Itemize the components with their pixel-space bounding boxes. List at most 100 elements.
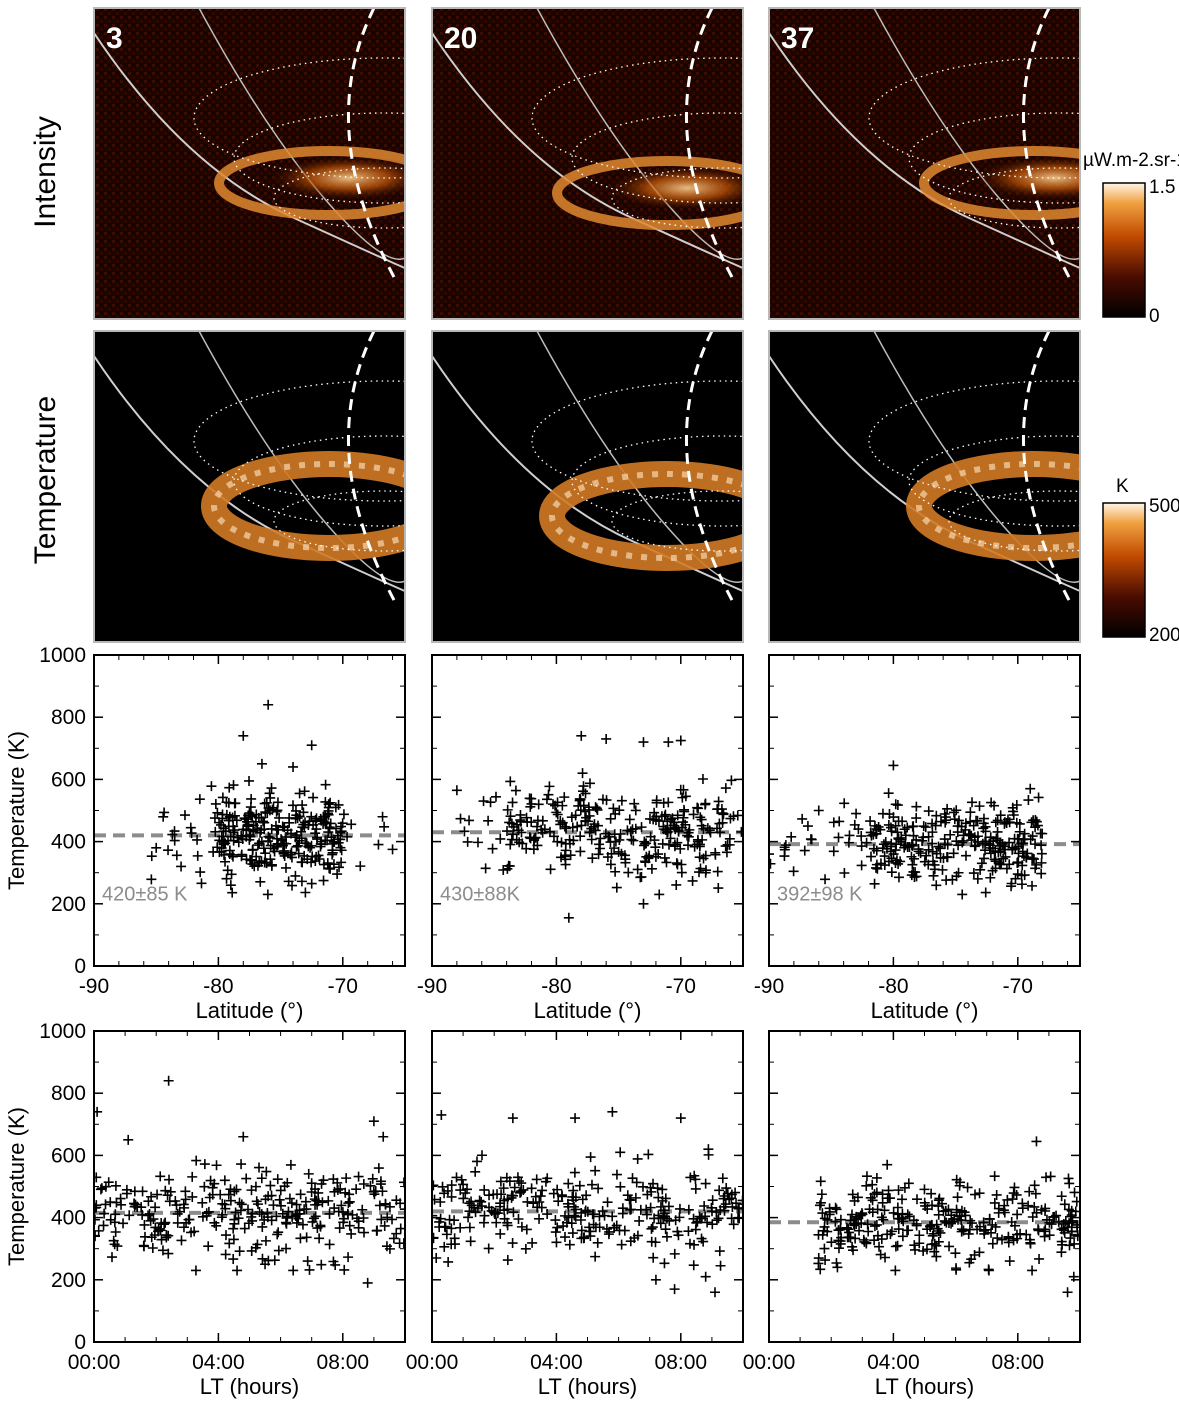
- data-point: [109, 1239, 120, 1250]
- data-point: [137, 1186, 148, 1197]
- data-point: [338, 809, 349, 820]
- data-point: [911, 801, 922, 812]
- data-point: [1003, 1233, 1014, 1244]
- data-point: [146, 851, 157, 862]
- data-point: [243, 819, 254, 830]
- data-point: [229, 1186, 240, 1197]
- data-point: [883, 819, 894, 830]
- data-point: [891, 855, 902, 866]
- data-point: [234, 1246, 245, 1257]
- data-point: [1017, 860, 1028, 871]
- data-point: [219, 1175, 230, 1186]
- data-point: [1031, 1136, 1042, 1147]
- data-point: [875, 858, 886, 869]
- data-point: [615, 1147, 626, 1158]
- data-point: [658, 824, 669, 835]
- data-point: [992, 1233, 1003, 1244]
- data-point: [260, 1235, 271, 1246]
- data-point: [272, 1174, 283, 1185]
- data-point: [95, 1184, 106, 1195]
- data-point: [1033, 792, 1044, 803]
- data-point: [377, 811, 388, 822]
- intensity-maps: 3 20 37: [93, 7, 1081, 320]
- data-point: [615, 828, 626, 839]
- data-point: [856, 860, 867, 871]
- data-point: [813, 1253, 824, 1264]
- data-point: [318, 875, 329, 886]
- lt-scatter-panel-37: 00:00 04:00 08:00 LT (hours): [743, 1030, 1081, 1399]
- data-point: [464, 1206, 475, 1217]
- data-point: [306, 740, 317, 751]
- data-point: [996, 859, 1007, 870]
- data-point: [590, 1251, 601, 1262]
- data-point: [525, 801, 536, 812]
- data-point: [526, 817, 537, 828]
- data-point: [235, 1205, 246, 1216]
- data-point: [713, 1213, 724, 1224]
- data-point: [987, 1238, 998, 1249]
- data-point: [358, 1178, 369, 1189]
- data-point: [625, 1195, 636, 1206]
- data-point: [886, 826, 897, 837]
- data-point: [980, 887, 991, 898]
- intensity-colorbar-max: 1.5: [1149, 177, 1175, 198]
- data-point: [507, 797, 518, 808]
- data-point: [1017, 1203, 1028, 1214]
- data-point: [291, 830, 302, 841]
- data-point: [940, 815, 951, 826]
- data-point: [228, 1223, 239, 1234]
- data-point: [334, 1223, 345, 1234]
- data-point: [878, 1214, 889, 1225]
- x-tick-label: -80: [541, 975, 571, 998]
- data-point: [918, 821, 929, 832]
- data-point: [464, 1222, 475, 1233]
- data-point: [616, 1239, 627, 1250]
- data-point: [896, 1194, 907, 1205]
- data-point: [980, 1224, 991, 1235]
- data-point: [242, 1204, 253, 1215]
- data-point: [674, 1203, 685, 1214]
- data-point: [1016, 870, 1027, 881]
- data-point: [391, 1228, 402, 1239]
- data-point: [972, 815, 983, 826]
- data-point: [717, 1173, 728, 1184]
- data-point: [978, 818, 989, 829]
- data-point: [819, 1221, 830, 1232]
- data-point: [585, 1152, 596, 1163]
- data-point: [899, 842, 910, 853]
- data-point: [283, 1206, 294, 1217]
- data-point: [479, 1184, 490, 1195]
- data-point: [1036, 857, 1047, 868]
- data-point: [201, 1208, 212, 1219]
- data-point: [163, 1230, 174, 1241]
- data-point: [576, 1225, 587, 1236]
- data-point: [211, 1160, 222, 1171]
- data-point: [728, 1219, 739, 1230]
- x-tick-label: 00:00: [406, 1351, 459, 1374]
- data-point: [432, 1232, 439, 1243]
- data-point: [882, 1193, 893, 1204]
- data-point: [828, 846, 839, 857]
- data-point: [835, 1238, 846, 1249]
- data-point: [929, 864, 940, 875]
- data-point: [923, 806, 934, 817]
- data-point: [358, 1213, 369, 1224]
- data-point: [257, 1221, 268, 1232]
- data-point: [579, 1232, 590, 1243]
- temperature-map-20: [431, 330, 744, 643]
- data-point: [935, 843, 946, 854]
- data-point: [869, 878, 880, 889]
- data-point: [456, 1174, 467, 1185]
- data-point: [942, 851, 953, 862]
- data-point: [1071, 1196, 1080, 1207]
- data-point: [962, 1182, 973, 1193]
- data-point: [687, 875, 698, 886]
- data-point: [861, 1171, 872, 1182]
- data-point: [926, 1188, 937, 1199]
- data-point: [974, 1247, 985, 1258]
- data-point: [491, 1217, 502, 1228]
- data-point: [388, 1233, 399, 1244]
- data-point: [1039, 1231, 1050, 1242]
- data-point: [229, 1214, 240, 1225]
- data-point: [522, 1196, 533, 1207]
